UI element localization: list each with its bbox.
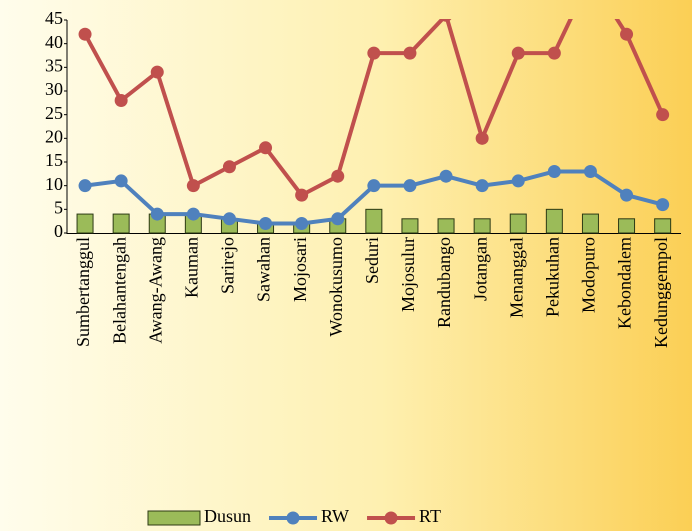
marker <box>439 169 453 183</box>
y-tick-label: 5 <box>54 197 63 217</box>
bar <box>437 218 455 234</box>
marker <box>475 131 489 145</box>
legend-label: RT <box>419 506 441 526</box>
x-tick-label: Menanggal <box>506 237 526 318</box>
marker <box>547 46 561 60</box>
x-tick-label: Sarirejo <box>218 237 238 294</box>
marker <box>403 179 417 193</box>
y-tick-label: 10 <box>45 174 63 194</box>
x-tick-label: Sumbertanggul <box>73 237 93 347</box>
plot-area <box>76 19 672 234</box>
bar <box>618 218 636 234</box>
legend-swatch <box>147 510 201 526</box>
x-tick-label: Randubango <box>434 237 454 328</box>
y-tick-label: 40 <box>45 32 63 52</box>
marker <box>259 141 273 155</box>
marker <box>150 65 164 79</box>
marker <box>367 179 381 193</box>
marker <box>475 179 489 193</box>
y-tick-label: 25 <box>45 103 63 123</box>
legend: Dusun RW RT <box>147 506 441 526</box>
legend-label: Dusun <box>204 506 251 526</box>
marker <box>511 174 525 188</box>
y-tick-label: 45 <box>45 8 63 28</box>
marker <box>583 164 597 178</box>
marker <box>150 207 164 221</box>
marker <box>78 27 92 41</box>
y-tick-label: 0 <box>54 221 63 241</box>
x-tick-label: Kebondalem <box>615 237 635 329</box>
y-tick-label: 35 <box>45 55 63 75</box>
x-tick-label: Awang-Awang <box>145 237 165 344</box>
marker <box>186 179 200 193</box>
bar <box>401 218 419 234</box>
x-tick-label: Wonokusumo <box>326 237 346 337</box>
bar <box>76 213 94 234</box>
marker <box>295 217 309 231</box>
x-tick-label: Modopuro <box>579 237 599 313</box>
bar <box>112 213 130 234</box>
marker <box>259 217 273 231</box>
marker <box>114 93 128 107</box>
bar <box>654 218 672 234</box>
marker <box>295 188 309 202</box>
marker <box>331 169 345 183</box>
x-tick-label: Kedunggempol <box>651 237 671 348</box>
y-tick-label: 20 <box>45 126 63 146</box>
x-tick-label: Mojosulur <box>398 237 418 312</box>
marker <box>656 108 670 122</box>
marker <box>440 19 452 22</box>
marker <box>114 174 128 188</box>
marker <box>547 164 561 178</box>
legend-label: RW <box>321 506 349 526</box>
bar <box>365 208 383 234</box>
marker <box>656 198 670 212</box>
marker <box>222 212 236 226</box>
marker <box>403 46 417 60</box>
y-tick-label: 15 <box>45 150 63 170</box>
x-tick-label: Kauman <box>181 237 201 298</box>
marker <box>367 46 381 60</box>
x-tick-label: Belahantengah <box>109 237 129 344</box>
bar <box>509 213 527 234</box>
marker <box>511 46 525 60</box>
marker <box>78 179 92 193</box>
legend-marker <box>384 511 398 525</box>
y-tick-label: 30 <box>45 79 63 99</box>
marker <box>186 207 200 221</box>
x-tick-label: Seduri <box>362 237 382 284</box>
marker <box>331 212 345 226</box>
bar <box>581 213 599 234</box>
legend-marker <box>286 511 300 525</box>
marker <box>620 27 634 41</box>
marker <box>620 188 634 202</box>
x-tick-label: Sawahan <box>254 237 274 302</box>
x-tick-label: Pekukuhan <box>542 237 562 317</box>
x-tick-label: Mojosari <box>290 237 310 302</box>
bar <box>545 208 563 234</box>
marker <box>222 160 236 174</box>
bar <box>473 218 491 234</box>
x-tick-label: Jotangan <box>470 237 490 301</box>
